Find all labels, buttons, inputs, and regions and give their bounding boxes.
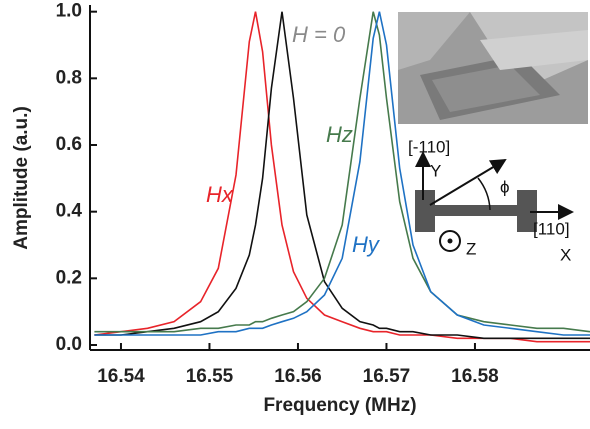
- x-tick-label: 16.56: [274, 366, 322, 387]
- x-axis-title: Frequency (MHz): [263, 395, 416, 416]
- y-tick-label: 0.8: [56, 67, 82, 88]
- series-label: Hx: [206, 182, 234, 207]
- x-tick-label: 16.55: [186, 366, 234, 387]
- inset-photo: [398, 12, 588, 124]
- x-tick-label: 16.57: [363, 366, 411, 387]
- y-tick-label: 1.0: [56, 1, 82, 22]
- series-label: Hy: [352, 232, 381, 257]
- diagram-label: Z: [466, 239, 476, 258]
- x-tick-label: 16.58: [451, 366, 499, 387]
- orientation-diagram: [-110] Y ϕ Z [110] X: [408, 137, 574, 264]
- series-line: [94, 11, 590, 336]
- series-line: [94, 11, 590, 340]
- diagram-label: ϕ: [500, 177, 510, 196]
- y-tick-label: 0.0: [56, 334, 82, 355]
- series-line: [94, 11, 590, 333]
- diagram-label: X: [560, 245, 571, 264]
- series-line: [94, 11, 590, 343]
- series-label: H = 0: [292, 22, 346, 47]
- y-axis-title: Amplitude (a.u.): [11, 106, 32, 250]
- y-tick-label: 0.4: [56, 201, 83, 222]
- diagram-label: Y: [430, 161, 441, 180]
- y-tick-label: 0.2: [56, 267, 82, 288]
- diagram-label: [-110]: [408, 137, 450, 156]
- diagram-label: [110]: [533, 219, 570, 238]
- x-tick-label: 16.54: [97, 366, 145, 387]
- y-tick-label: 0.6: [56, 134, 82, 155]
- series-label: Hz: [326, 122, 353, 147]
